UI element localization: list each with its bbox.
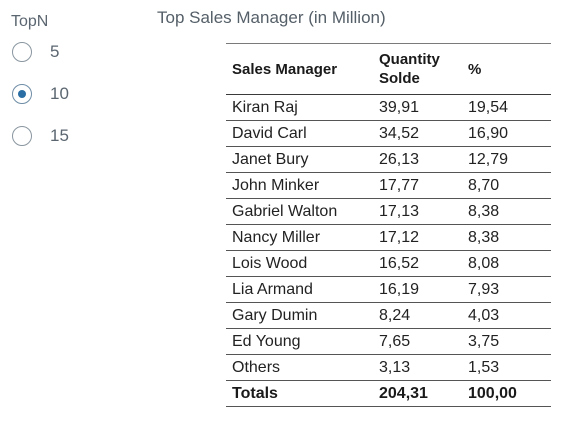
- cell-quantity-solde: 34,52: [379, 125, 420, 142]
- cell-percent: 8,38: [468, 203, 500, 220]
- topn-option-15[interactable]: 15: [10, 125, 130, 146]
- table-row: Kiran Raj 39,91 19,54: [226, 95, 551, 121]
- cell-percent: 19,54: [468, 99, 509, 116]
- cell-sales-manager: Lia Armand: [232, 281, 313, 298]
- table-body: Kiran Raj 39,91 19,54 David Carl 34,52 16,90 J…: [226, 95, 551, 407]
- cell-sales-manager: Lois Wood: [232, 255, 308, 272]
- radio-button-icon[interactable]: [12, 125, 32, 146]
- table-row: Nancy Miller 17,12 8,38: [226, 225, 551, 251]
- cell-sales-manager: Nancy Miller: [232, 229, 321, 246]
- column-header-quantity-solde[interactable]: Quantity Solde: [373, 44, 462, 95]
- cell-percent: 1,53: [468, 359, 500, 376]
- totals-row: Totals 204,31 100,00: [226, 381, 551, 407]
- table-row: Ed Young 7,65 3,75: [226, 329, 551, 355]
- table-row: Gabriel Walton 17,13 8,38: [226, 199, 551, 225]
- cell-sales-manager: Janet Bury: [232, 151, 309, 168]
- sales-manager-table: Sales Manager Quantity Solde % Kiran Raj…: [226, 43, 551, 407]
- cell-quantity-solde: 7,65: [379, 333, 411, 350]
- cell-quantity-solde: 8,24: [379, 307, 411, 324]
- column-header-quantity-line1: Quantity: [379, 51, 440, 68]
- cell-sales-manager: Kiran Raj: [232, 99, 298, 116]
- cell-percent: 8,70: [468, 177, 500, 194]
- cell-sales-manager: Gary Dumin: [232, 307, 318, 324]
- table-row: Others 3,13 1,53: [226, 355, 551, 381]
- cell-percent: 7,93: [468, 281, 500, 298]
- cell-quantity-solde: 3,13: [379, 359, 411, 376]
- cell-quantity-solde: 17,13: [379, 203, 420, 220]
- column-header-quantity-line2: Solde: [379, 70, 420, 87]
- topn-label: TopN: [11, 13, 49, 30]
- cell-sales-manager: Ed Young: [232, 333, 301, 350]
- table-row: Lois Wood 16,52 8,08: [226, 251, 551, 277]
- cell-percent: 8,38: [468, 229, 500, 246]
- topn-option-5[interactable]: 5: [10, 41, 130, 62]
- cell-quantity-solde: 17,77: [379, 177, 420, 194]
- topn-option-10[interactable]: 10: [10, 83, 130, 104]
- cell-quantity-solde: 17,12: [379, 229, 420, 246]
- totals-quantity: 204,31: [379, 385, 428, 402]
- table-row: Lia Armand 16,19 7,93: [226, 277, 551, 303]
- topn-radio-group: TopN 5 10 15: [10, 12, 130, 167]
- cell-quantity-solde: 39,91: [379, 99, 420, 116]
- radio-option-label: 10: [50, 83, 69, 103]
- radio-option-label: 5: [50, 41, 60, 61]
- table-row: Gary Dumin 8,24 4,03: [226, 303, 551, 329]
- cell-percent: 3,75: [468, 333, 500, 350]
- table-header: Sales Manager Quantity Solde %: [226, 43, 551, 95]
- radio-option-label: 15: [50, 125, 69, 145]
- cell-percent: 4,03: [468, 307, 500, 324]
- totals-label: Totals: [232, 385, 278, 402]
- cell-sales-manager: Gabriel Walton: [232, 203, 338, 220]
- cell-percent: 16,90: [468, 125, 509, 142]
- cell-percent: 8,08: [468, 255, 500, 272]
- cell-sales-manager: Others: [232, 359, 281, 376]
- cell-quantity-solde: 16,52: [379, 255, 420, 272]
- table-title: Top Sales Manager (in Million): [157, 8, 386, 27]
- cell-percent: 12,79: [468, 151, 509, 168]
- cell-quantity-solde: 26,13: [379, 151, 420, 168]
- table-row: Janet Bury 26,13 12,79: [226, 147, 551, 173]
- radio-button-checked-icon[interactable]: [12, 83, 32, 104]
- column-header-percent[interactable]: %: [468, 60, 482, 78]
- table-row: David Carl 34,52 16,90: [226, 121, 551, 147]
- table-row: John Minker 17,77 8,70: [226, 173, 551, 199]
- sales-table-container: Sales Manager Quantity Solde % Kiran Raj…: [226, 43, 551, 407]
- totals-percent: 100,00: [468, 385, 517, 402]
- column-header-sales-manager[interactable]: Sales Manager: [232, 60, 338, 78]
- cell-quantity-solde: 16,19: [379, 281, 420, 298]
- cell-sales-manager: John Minker: [232, 177, 320, 194]
- cell-sales-manager: David Carl: [232, 125, 307, 142]
- table-header-row: Sales Manager Quantity Solde %: [226, 43, 551, 95]
- radio-button-icon[interactable]: [12, 41, 32, 62]
